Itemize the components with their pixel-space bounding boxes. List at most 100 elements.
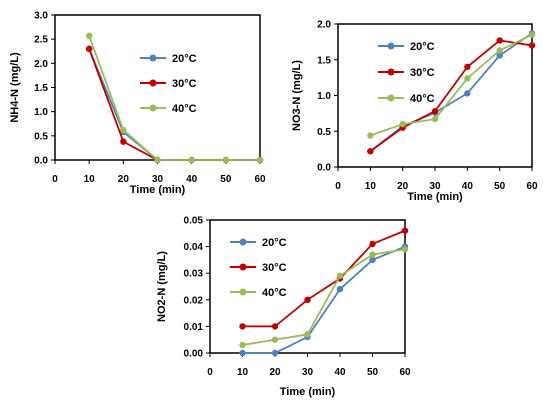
- data-point: [120, 126, 127, 134]
- x-axis-title: Time (min): [407, 191, 463, 203]
- x-tick-label: 0: [52, 174, 58, 185]
- x-tick-label: 10: [237, 367, 249, 378]
- y-tick-label: 1.5: [34, 83, 48, 94]
- x-tick-label: 40: [334, 367, 346, 378]
- x-tick-label: 50: [367, 367, 379, 378]
- y-tick-label: 1.5: [317, 55, 331, 66]
- x-tick-label: 30: [302, 367, 314, 378]
- x-tick-label: 60: [526, 181, 538, 192]
- data-point: [369, 251, 376, 258]
- data-point: [401, 246, 409, 253]
- x-tick-label: 10: [365, 181, 377, 192]
- legend-label: 20°C: [410, 41, 435, 53]
- y-tick-label: 3.0: [34, 11, 48, 22]
- y-tick-label: 2.5: [34, 35, 48, 46]
- y-tick-label: 0.03: [184, 269, 204, 280]
- x-axis-title: Time (min): [130, 184, 186, 196]
- data-point: [431, 115, 439, 123]
- data-point: [256, 156, 264, 164]
- chart-3: 0.00 0.01 0.02 0.03 0.04 0.05 0 10 20 30 40 50 60 Tim…: [156, 216, 411, 399]
- data-point: [222, 156, 230, 164]
- legend-label: 40°C: [262, 287, 287, 299]
- legend: 20°C 30°C 40°C: [378, 41, 435, 105]
- x-tick-label: 50: [494, 181, 506, 192]
- legend-marker: [387, 42, 395, 50]
- y-tick-label: 2.0: [34, 59, 48, 70]
- legend-marker: [239, 263, 247, 271]
- series-line: [370, 33, 533, 137]
- y-axis-title: NO3-N (mg/L): [291, 60, 303, 131]
- x-tick-label: 60: [399, 367, 411, 378]
- plot-frame: [337, 23, 533, 168]
- series-line: [242, 229, 406, 328]
- legend: 20°C 30°C 40°C: [140, 53, 197, 115]
- x-tick-label: 20: [397, 181, 409, 192]
- legend-label: 40°C: [172, 103, 197, 115]
- y-axis-title: NH4-N (mg/L): [9, 52, 21, 123]
- legend-marker: [149, 79, 157, 87]
- legend-label: 30°C: [262, 262, 287, 274]
- data-point: [304, 296, 311, 303]
- data-point: [464, 75, 471, 82]
- data-point: [369, 240, 376, 248]
- y-tick-label: 1.0: [317, 91, 331, 102]
- series-2: [239, 227, 409, 330]
- legend-marker: [387, 94, 395, 102]
- y-tick-label: 0.04: [184, 242, 204, 253]
- data-point: [401, 227, 409, 234]
- legend-marker: [387, 68, 395, 76]
- data-point: [464, 63, 471, 71]
- data-point: [367, 148, 374, 155]
- legend-marker: [239, 288, 247, 296]
- data-point: [399, 120, 406, 128]
- y-tick-label: 0.0: [317, 163, 331, 174]
- data-point: [188, 156, 195, 164]
- series-2: [367, 37, 536, 155]
- data-point: [367, 132, 374, 139]
- x-tick-label: 30: [152, 174, 164, 185]
- legend-marker: [149, 104, 157, 112]
- data-point: [528, 42, 536, 49]
- chart-1: 0.0 0.5 1.0 1.5 2.0 2.5 3.0 0 10 20 30 40 50 60 Time (…: [9, 11, 266, 197]
- data-point: [85, 32, 93, 39]
- x-tick-label: 30: [429, 181, 441, 192]
- data-point: [431, 108, 439, 115]
- data-point: [496, 47, 503, 54]
- series-3: [85, 32, 264, 164]
- x-tick-label: 40: [186, 174, 198, 185]
- data-point: [239, 341, 246, 349]
- data-point: [464, 90, 471, 97]
- plot-frame: [54, 14, 261, 161]
- legend-marker: [149, 54, 157, 62]
- data-point: [304, 331, 311, 338]
- y-tick-label: 0.5: [34, 131, 48, 142]
- data-point: [85, 45, 93, 53]
- legend-label: 30°C: [410, 67, 435, 79]
- legend-label: 20°C: [262, 237, 287, 249]
- data-point: [239, 323, 246, 330]
- x-tick-label: 20: [118, 174, 130, 185]
- series-3: [367, 31, 536, 139]
- x-tick-label: 50: [220, 174, 232, 185]
- data-point: [496, 52, 503, 59]
- data-point: [336, 285, 344, 293]
- x-tick-label: 40: [462, 181, 474, 192]
- y-axis-title: NO2-N (mg/L): [156, 251, 168, 322]
- data-point: [271, 336, 279, 343]
- x-tick-label: 0: [335, 181, 341, 192]
- legend-label: 30°C: [172, 78, 197, 90]
- legend-marker: [239, 238, 247, 246]
- y-tick-label: 0.0: [34, 156, 48, 167]
- data-point: [369, 256, 376, 264]
- series-line: [369, 32, 533, 152]
- chart-2: 0.0 0.5 1.0 1.5 2.0 0 10 20 30 40 50 60 Time (min) NO…: [291, 20, 538, 204]
- x-tick-label: 10: [84, 174, 96, 185]
- data-point: [120, 138, 127, 145]
- series-3: [239, 246, 409, 349]
- y-tick-label: 0.02: [184, 295, 204, 306]
- data-point: [496, 37, 503, 44]
- y-tick-label: 0.00: [184, 349, 204, 360]
- series-line: [242, 248, 406, 346]
- series-1: [239, 243, 409, 357]
